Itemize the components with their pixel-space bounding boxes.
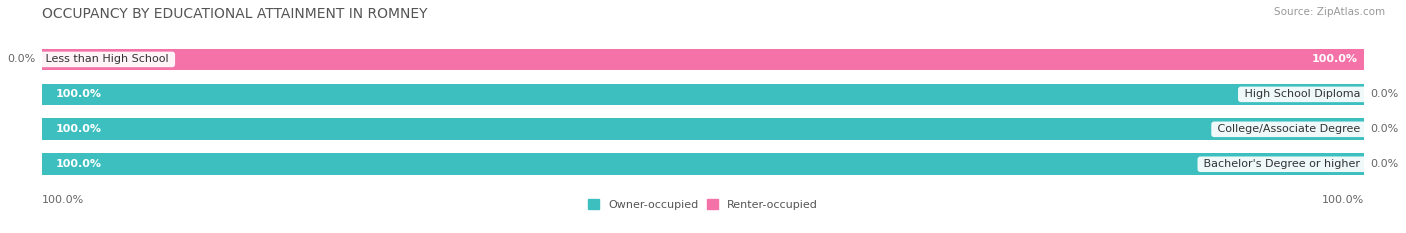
Text: Source: ZipAtlas.com: Source: ZipAtlas.com — [1274, 7, 1385, 17]
Bar — [42, 153, 1364, 175]
Text: 100.0%: 100.0% — [1322, 195, 1364, 205]
Bar — [42, 83, 1364, 105]
Text: Bachelor's Degree or higher: Bachelor's Degree or higher — [1201, 159, 1364, 169]
Text: High School Diploma: High School Diploma — [1241, 89, 1364, 99]
Bar — [42, 118, 1364, 140]
Text: 100.0%: 100.0% — [55, 89, 101, 99]
Bar — [42, 49, 1364, 70]
Text: 100.0%: 100.0% — [55, 159, 101, 169]
Text: 0.0%: 0.0% — [1371, 89, 1399, 99]
Text: 0.0%: 0.0% — [7, 55, 35, 64]
Bar — [42, 153, 1364, 175]
Text: 100.0%: 100.0% — [1312, 55, 1357, 64]
Bar — [42, 83, 1364, 105]
Text: College/Associate Degree: College/Associate Degree — [1213, 124, 1364, 134]
Bar — [42, 118, 1364, 140]
Text: OCCUPANCY BY EDUCATIONAL ATTAINMENT IN ROMNEY: OCCUPANCY BY EDUCATIONAL ATTAINMENT IN R… — [42, 7, 427, 21]
Text: Less than High School: Less than High School — [42, 55, 173, 64]
Text: 100.0%: 100.0% — [55, 124, 101, 134]
Text: 100.0%: 100.0% — [42, 195, 84, 205]
Text: 0.0%: 0.0% — [1371, 124, 1399, 134]
Bar — [42, 49, 1364, 70]
Legend: Owner-occupied, Renter-occupied: Owner-occupied, Renter-occupied — [583, 195, 823, 215]
Text: 0.0%: 0.0% — [1371, 159, 1399, 169]
